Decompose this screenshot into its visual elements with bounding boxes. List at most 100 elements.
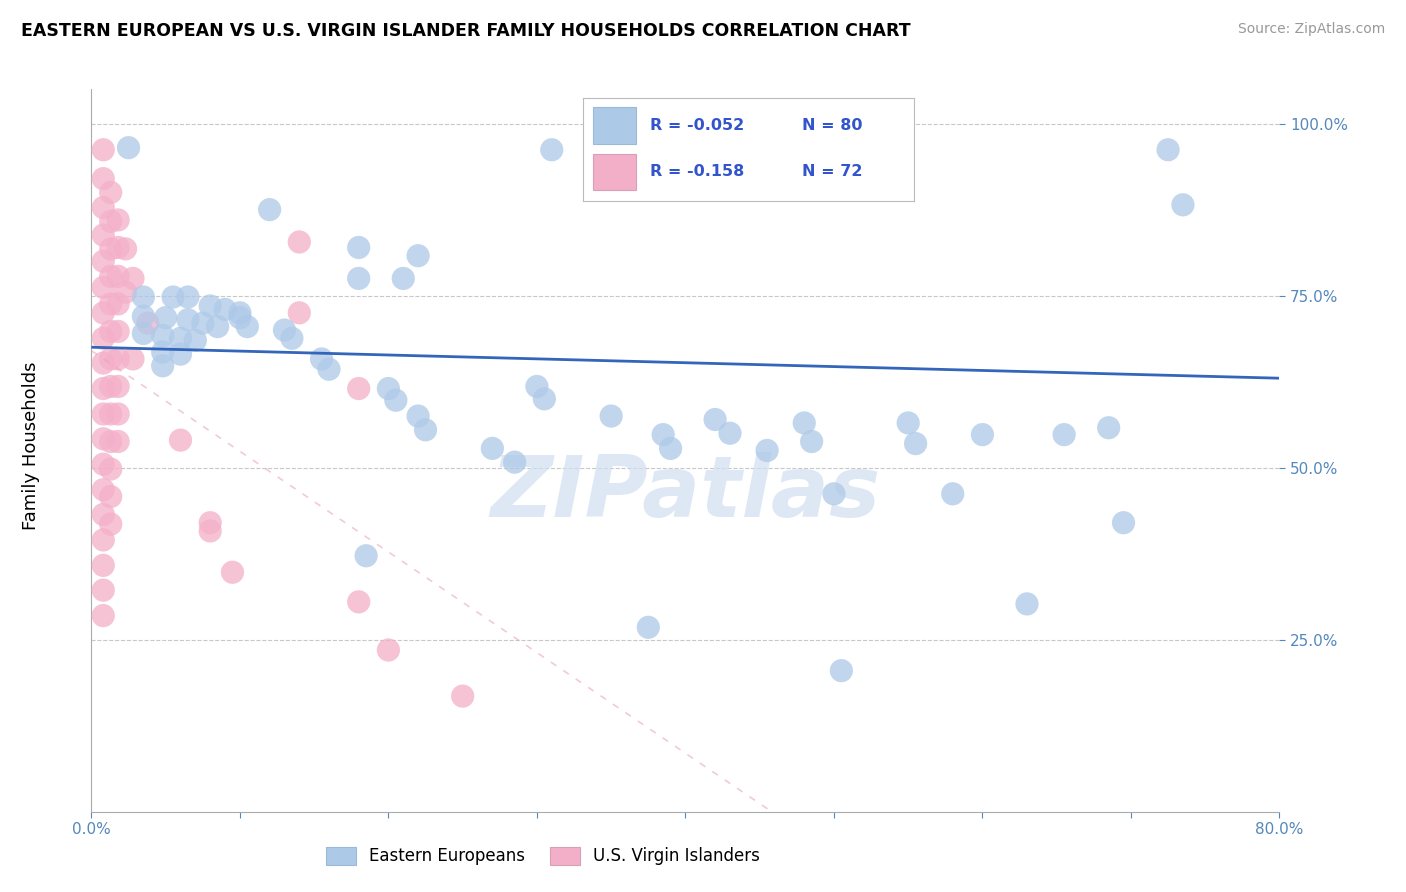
Point [377,382,399,396]
Point [1171,198,1194,212]
Text: Family Households: Family Households [22,362,39,530]
Point [630,143,652,157]
Point [91,201,114,215]
Point [406,249,429,263]
Point [91,171,114,186]
Point [117,141,139,155]
Point [600,409,623,423]
Point [259,202,281,217]
Point [533,392,555,406]
Point [100,379,122,393]
Point [169,331,191,345]
Point [91,254,114,268]
Point [136,316,159,330]
FancyBboxPatch shape [593,153,637,190]
Point [1157,143,1180,157]
Point [659,442,682,456]
Point [191,316,214,330]
Point [114,285,136,300]
Point [406,409,429,423]
Point [200,524,222,538]
Point [273,323,295,337]
Text: EASTERN EUROPEAN VS U.S. VIRGIN ISLANDER FAMILY HOUSEHOLDS CORRELATION CHART: EASTERN EUROPEAN VS U.S. VIRGIN ISLANDER… [21,22,911,40]
Point [793,416,815,430]
Point [229,306,252,320]
Point [91,558,114,573]
Point [91,306,114,320]
Point [91,432,114,446]
Point [100,297,122,311]
Point [704,412,727,426]
Point [526,379,548,393]
Point [288,306,311,320]
Point [904,436,927,450]
Point [415,423,437,437]
Point [91,608,114,623]
Point [122,271,145,285]
Point [91,228,114,243]
Point [91,331,114,345]
Point [800,434,823,449]
Point [107,351,129,366]
Point [377,643,399,657]
Point [91,508,114,522]
Point [107,325,129,339]
Point [91,457,114,471]
Point [200,299,222,313]
Point [132,290,155,304]
Point [1053,427,1076,442]
Point [652,427,675,442]
Point [214,302,236,317]
Point [347,240,370,254]
Point [91,143,114,157]
FancyBboxPatch shape [593,107,637,145]
Point [91,407,114,421]
Point [1098,421,1121,435]
Point [162,290,184,304]
Point [503,455,526,469]
Point [152,345,174,359]
Point [155,310,177,325]
Point [1112,516,1135,530]
Point [100,242,122,256]
Text: N = 72: N = 72 [801,164,862,179]
Point [942,487,965,501]
Point [100,407,122,421]
Point [114,242,136,256]
Point [122,351,145,366]
Point [221,566,243,580]
Point [823,487,845,501]
Text: ZIPatlas: ZIPatlas [491,452,880,535]
Point [100,434,122,449]
Point [169,433,191,447]
Point [200,516,222,530]
Point [91,483,114,497]
Point [718,426,741,441]
Point [756,443,779,458]
Point [91,533,114,547]
Point [897,416,920,430]
Point [107,297,129,311]
Point [100,214,122,228]
Point [236,319,259,334]
Point [107,213,129,227]
Point [100,325,122,339]
Point [91,382,114,396]
Point [107,240,129,254]
Point [100,490,122,504]
Point [100,462,122,476]
Point [347,382,370,396]
Point [311,351,333,366]
Point [91,583,114,598]
Point [152,359,174,373]
Point [100,351,122,366]
Point [1015,597,1038,611]
Point [107,269,129,284]
Point [972,427,994,442]
Text: Source: ZipAtlas.com: Source: ZipAtlas.com [1237,22,1385,37]
Point [91,356,114,370]
Text: R = -0.052: R = -0.052 [650,119,744,133]
Point [288,235,311,249]
Point [318,362,340,376]
Point [184,334,207,348]
